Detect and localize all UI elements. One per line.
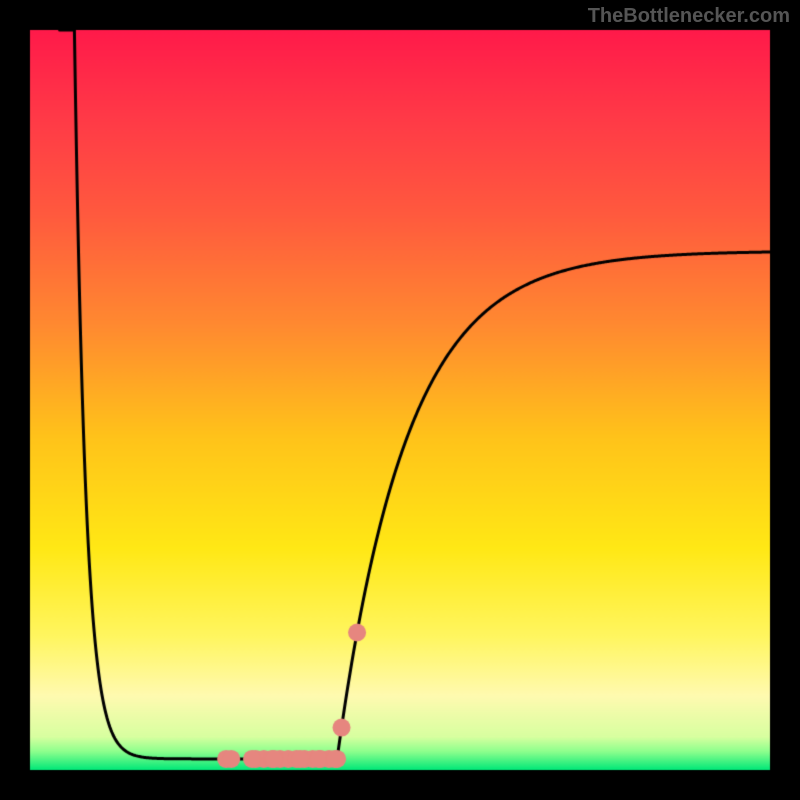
chart-root: TheBottlenecker.com [0,0,800,800]
bottleneck-chart-canvas [0,0,800,800]
watermark-label: TheBottlenecker.com [588,5,790,28]
